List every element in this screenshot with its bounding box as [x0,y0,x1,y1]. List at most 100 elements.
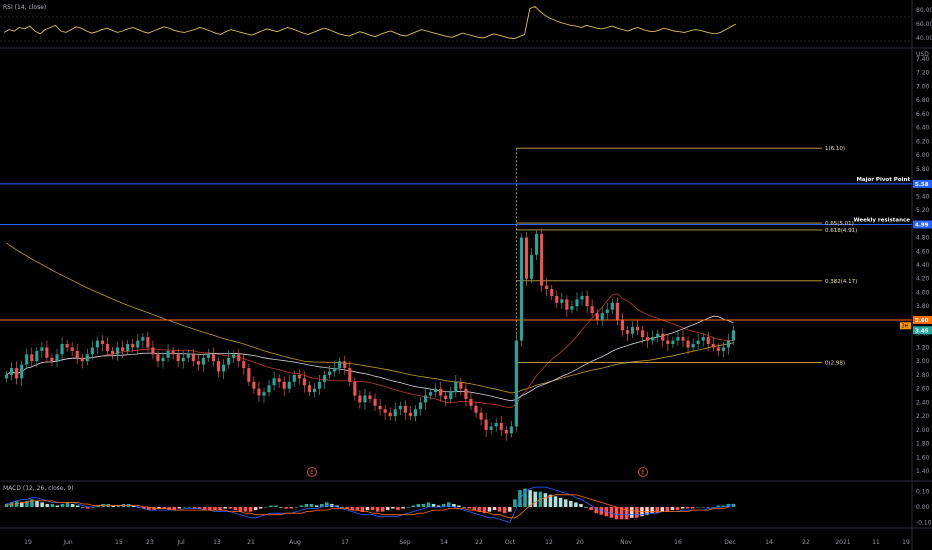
rsi-tick-label: 80.00 [916,7,932,14]
candle-body [121,347,125,351]
macd-histogram-bar [502,507,507,514]
time-tick-label: 20 [576,539,584,546]
candle-body [30,354,34,362]
macd-histogram-bar [447,502,451,508]
macd-label: MACD (12, 26, close, 9) [3,485,74,492]
candle-body [454,381,458,393]
candle-body [70,347,74,351]
candle-body [146,337,150,348]
macd-histogram-bar [528,490,532,508]
candle-body [474,405,478,413]
macd-histogram-bar [279,507,283,508]
macd-histogram-bar [675,507,680,511]
candle-body [206,354,211,358]
price-tick-label: 2.40 [916,399,930,406]
candle-body [186,354,190,358]
earnings-event-label: E [310,470,314,476]
macd-histogram-bar [131,505,136,508]
candle-body [595,313,599,320]
candle-body [262,392,266,396]
rsi-pane[interactable]: RSI (14, close) 80.00 60.00 40.00 [0,4,932,42]
macd-tick-label: -0.10 [916,519,932,526]
macd-histogram-bar [386,507,390,511]
candle-body [247,368,251,382]
candle-body [671,340,675,345]
macd-histogram-bar [299,505,304,508]
price-tick-label: 3.20 [916,344,930,351]
macd-pane[interactable]: MACD (12, 26, close, 9) 0.10 0.00 -0.10 [3,485,932,526]
candle-body [141,337,145,341]
macd-histogram-bar [182,507,187,508]
side-badge [900,322,911,330]
candle-body [726,340,730,348]
macd-tick-label: 0.10 [916,489,930,496]
candle-body [499,423,503,430]
macd-histogram-bar [416,503,421,508]
candle-body [398,405,402,410]
price-badge [913,179,932,188]
macd-axis: 0.10 0.00 -0.10 [916,489,932,527]
candle-body [105,344,110,351]
candle-body [181,357,185,362]
candle-body [514,340,518,427]
candle-body [297,374,301,379]
price-tick-label: 7.00 [916,83,930,90]
macd-histogram-bar [558,497,563,508]
price-badges: 5.58 4.99 3.60 3.45 3H [900,179,932,335]
candle-body [222,364,226,372]
rsi-axis: 80.00 60.00 40.00 [916,7,932,42]
candle-body [348,368,352,382]
price-badge [913,326,932,335]
candle-body [338,361,342,369]
candle-body [232,354,236,358]
candle-body [196,361,200,365]
earnings-event-label: E [641,470,645,476]
candle-body [661,333,665,341]
time-axis[interactable]: 19 Jun 15 23 Jul 13 21 Aug 17 Sep 14 22 Oct 12 20 Nov 16… [24,539,910,546]
candle-body [45,347,49,358]
candle-body [368,395,372,399]
macd-histogram-bar [157,507,161,509]
candle-body [524,237,529,279]
time-tick-label: 14 [440,539,448,546]
macd-histogram-bar [569,500,573,508]
candle-body [292,374,296,382]
macd-histogram-bar [284,507,288,509]
time-tick-label: 14 [765,539,773,546]
candle-body [116,347,120,355]
macd-histogram-bar [162,507,166,509]
candle-body [459,381,463,389]
macd-histogram-bar [655,507,659,514]
macd-histogram-bar [630,507,634,518]
macd-histogram-bar [411,505,415,508]
price-tick-label: 6.40 [916,125,930,132]
candle-body [605,309,609,314]
macd-histogram-bar [670,507,675,511]
macd-histogram-bar [60,503,65,508]
price-tick-label: USD [916,51,929,58]
candle-body [257,388,261,396]
time-tick-label: 19 [24,539,32,546]
time-tick-label: 22 [802,539,810,546]
macd-histogram-bar [340,507,344,508]
macd-histogram-bar [248,507,253,512]
candle-body [100,340,105,345]
macd-histogram-bar [584,507,588,508]
macd-histogram-bar [213,507,217,511]
candle-body [151,347,155,355]
candle-body [615,302,619,320]
candle-body [721,347,725,351]
macd-histogram-bar [228,507,232,509]
price-tick-label: 5.20 [916,207,930,214]
candle-body [40,347,44,351]
macd-histogram-bar [472,507,476,511]
time-tick-label: 15 [115,539,123,546]
price-tick-label: 7.40 [916,56,930,63]
time-tick-label: 23 [146,539,154,546]
price-tick-label: 4.80 [916,235,930,242]
candle-body [65,344,69,348]
price-badge [913,315,932,324]
